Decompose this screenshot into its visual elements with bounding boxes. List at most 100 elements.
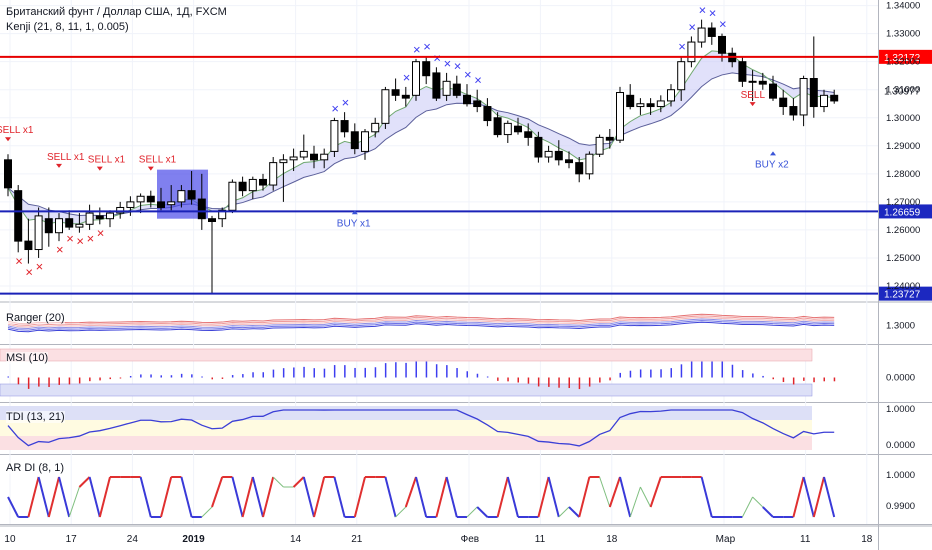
msi-bar [293, 367, 295, 378]
ardi-line [395, 506, 407, 518]
msi-bar [129, 375, 132, 378]
msi-bar [140, 374, 142, 378]
candle-body [269, 162, 278, 186]
msi-bar [405, 362, 407, 378]
msi-bar [650, 369, 652, 378]
sell-label: SELL [741, 90, 766, 101]
price-tag [879, 83, 932, 98]
ardi-line [802, 476, 815, 518]
candle-body [820, 94, 828, 108]
ardi-line [599, 476, 611, 508]
ardi-pane-label[interactable]: AR DI (8, 1) [6, 462, 65, 474]
candle-body [636, 103, 645, 108]
msi-bar [99, 377, 101, 381]
candle-body [534, 136, 543, 158]
sell-label: SELL x1 [0, 125, 34, 136]
candle-body [391, 89, 400, 96]
msi-bar [313, 368, 315, 378]
candle-body [493, 117, 502, 136]
candle-body [503, 122, 512, 136]
candle-body [442, 80, 451, 96]
sell-arrow [749, 102, 756, 107]
time-axis-label: 14 [290, 534, 302, 545]
ardi-axis-label: 1.0000 [886, 470, 915, 481]
tdi-pane-label[interactable]: TDI (13, 21) [6, 411, 65, 423]
candle-body [238, 181, 247, 192]
msi-bar [537, 377, 540, 387]
msi-bar [813, 377, 815, 383]
ardi-line [568, 506, 580, 518]
msi-bar [527, 377, 530, 384]
ranger-band [7, 316, 835, 328]
candle-body [585, 153, 594, 175]
msi-bar [486, 376, 489, 378]
msi-bar [221, 377, 224, 379]
ardi-line [445, 476, 458, 518]
msi-bar [803, 377, 805, 381]
msi-bar [670, 368, 672, 378]
buy-arrow [770, 151, 776, 156]
candle-body [44, 218, 53, 234]
sell-marker: × [76, 234, 84, 249]
price-axis-label: 1.25000 [886, 253, 920, 264]
msi-bar [191, 374, 193, 378]
msi-bar [660, 369, 662, 378]
candle-body [412, 61, 420, 96]
msi-bar [160, 375, 162, 378]
buy-marker: × [413, 42, 421, 57]
candle-body [616, 92, 624, 141]
ardi-line [211, 476, 224, 508]
time-axis-label: 10 [4, 534, 16, 545]
ardi-line [506, 476, 519, 518]
candle-body [595, 136, 604, 155]
price-axis-label: 1.31000 [886, 85, 920, 96]
indicator-label[interactable]: Kenji (21, 8, 11, 1, 0.005) [6, 21, 129, 33]
msi-pane-label[interactable]: MSI (10) [6, 352, 49, 364]
candle-body [330, 120, 339, 152]
time-axis-label: 17 [66, 534, 78, 545]
msi-bar [782, 377, 785, 383]
msi-bar [252, 372, 254, 378]
candle-body [687, 41, 696, 63]
ranger-pane-label[interactable]: Ranger (20) [6, 312, 65, 324]
ranger-band [7, 318, 835, 330]
msi-bar [435, 364, 438, 378]
candle-body [769, 83, 777, 99]
ardi-line [231, 476, 244, 518]
candle-body [116, 206, 125, 214]
ranger-axis-label: 1.3000 [886, 321, 915, 332]
candle-body [177, 190, 186, 203]
candle-body [463, 94, 471, 105]
candle-body [24, 240, 33, 251]
msi-bar [629, 370, 632, 378]
buy-marker: × [454, 59, 462, 74]
sell-label: SELL x1 [47, 152, 85, 163]
candle-body [320, 153, 329, 161]
msi-bar [619, 372, 621, 378]
msi-bar [384, 363, 387, 378]
ardi-line [496, 476, 509, 518]
candle-body [340, 120, 349, 133]
ranger-band [7, 320, 835, 331]
ardi-line [251, 476, 264, 518]
ardi-line [333, 476, 346, 518]
symbol-title[interactable]: Британский фунт / Доллар США, 1Д, FXCM [6, 6, 227, 18]
ardi-line [180, 476, 193, 518]
ardi-line [7, 496, 20, 518]
msi-bar [568, 377, 570, 389]
msi-bar [466, 371, 468, 378]
ardi-line [272, 476, 284, 488]
sell-marker: × [87, 231, 95, 246]
candle-body [95, 215, 104, 220]
msi-bar [272, 369, 275, 378]
price-tag-label: 1.30977 [884, 86, 921, 97]
candle-body [677, 61, 686, 91]
msi-bar [364, 367, 366, 378]
buy-marker: × [342, 95, 350, 110]
msi-bar [231, 375, 234, 378]
msi-bar [201, 376, 203, 378]
candle-body [34, 215, 43, 251]
candle-body [259, 178, 267, 186]
candle-body [452, 83, 461, 96]
